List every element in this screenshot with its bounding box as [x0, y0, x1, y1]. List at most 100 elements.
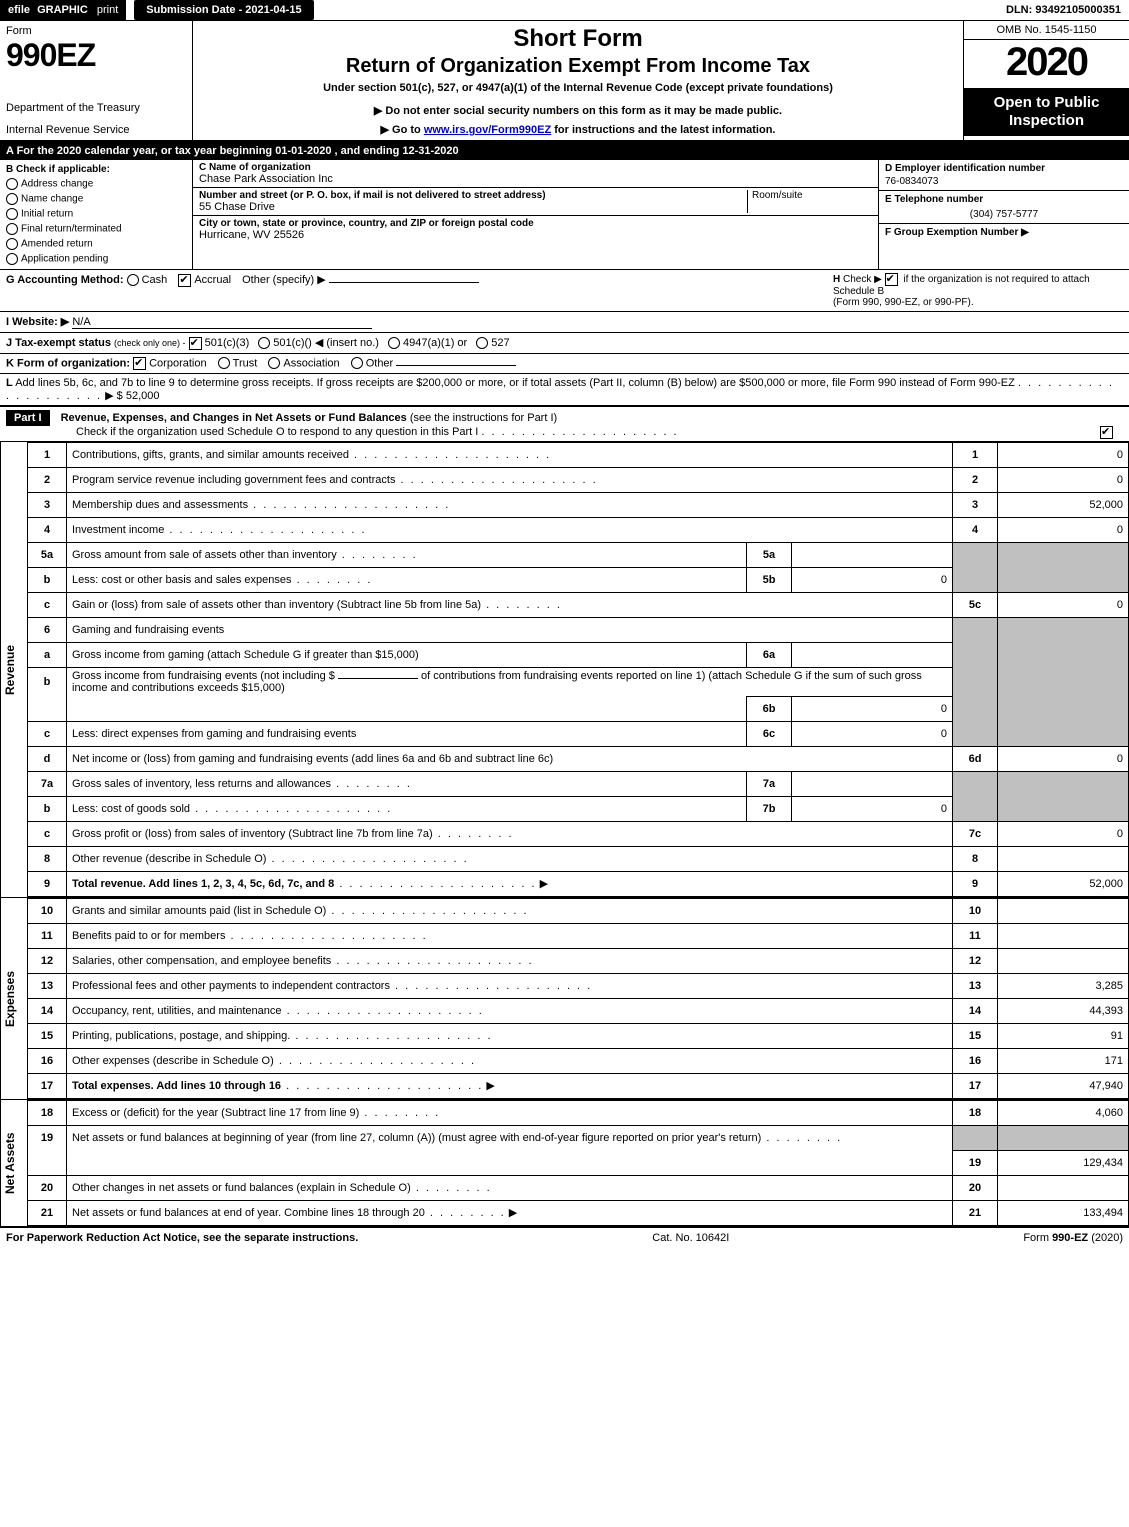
line-8: 8 Other revenue (describe in Schedule O)… — [28, 846, 1129, 871]
go-to-instructions: ▶ Go to www.irs.gov/Form990EZ for instru… — [205, 123, 951, 136]
header-left: Form 990EZ Department of the Treasury In… — [0, 21, 193, 140]
4947-radio[interactable] — [388, 337, 400, 349]
cash-radio[interactable] — [127, 274, 139, 286]
cat-no: Cat. No. 10642I — [652, 1232, 729, 1244]
section-i: I Website: ▶ N/A — [0, 312, 1129, 333]
efile-prefix: efile — [8, 4, 30, 16]
part-1-check-text: Check if the organization used Schedule … — [76, 426, 478, 438]
header-right: OMB No. 1545-1150 2020 Open to Public In… — [963, 21, 1129, 140]
line-9: 9 Total revenue. Add lines 1, 2, 3, 4, 5… — [28, 871, 1129, 896]
net-assets-section: Net Assets 18 Excess or (deficit) for th… — [0, 1100, 1129, 1228]
form-version: Form 990-EZ (2020) — [1023, 1232, 1123, 1244]
group-exemption-label: F Group Exemption Number ▶ — [885, 227, 1123, 238]
line-4: 4 Investment income 4 0 — [28, 517, 1129, 542]
print-label[interactable]: print — [97, 4, 118, 16]
dept-treasury: Department of the Treasury — [6, 102, 186, 114]
501c-radio[interactable] — [258, 337, 270, 349]
opt-address-change[interactable]: Address change — [6, 178, 186, 190]
schedule-b-checkbox[interactable] — [885, 273, 898, 286]
line-13: 13 Professional fees and other payments … — [28, 973, 1129, 998]
527-radio[interactable] — [476, 337, 488, 349]
net-assets-vertical-label: Net Assets — [0, 1100, 27, 1226]
phone-label: E Telephone number — [885, 194, 1123, 205]
501c-label-b: ) ◀ (insert no.) — [308, 337, 379, 349]
line-17: 17 Total expenses. Add lines 10 through … — [28, 1073, 1129, 1098]
tax-year: 2020 — [964, 40, 1129, 88]
irs-link[interactable]: www.irs.gov/Form990EZ — [424, 124, 551, 136]
ein-label: D Employer identification number — [885, 163, 1123, 174]
room-suite-label: Room/suite — [747, 190, 872, 213]
line-20: 20 Other changes in net assets or fund b… — [28, 1175, 1129, 1200]
line-18: 18 Excess or (deficit) for the year (Sub… — [28, 1100, 1129, 1125]
open-public-badge: Open to Public Inspection — [964, 88, 1129, 136]
corporation-label: Corporation — [149, 357, 206, 369]
association-label: Association — [283, 357, 339, 369]
part-1-header-row: Part I Revenue, Expenses, and Changes in… — [0, 407, 1129, 442]
city-label: City or town, state or province, country… — [199, 218, 872, 229]
no-ssn-notice: ▶ Do not enter social security numbers o… — [205, 104, 951, 117]
line-19-desc: 19 Net assets or fund balances at beginn… — [28, 1125, 1129, 1150]
tax-exempt-label: J Tax-exempt status — [6, 337, 111, 349]
expenses-table: 10 Grants and similar amounts paid (list… — [27, 898, 1129, 1099]
city-value: Hurricane, WV 25526 — [199, 229, 872, 241]
entity-info-grid: B Check if applicable: Address change Na… — [0, 160, 1129, 270]
section-d-e-f: D Employer identification number 76-0834… — [878, 160, 1129, 269]
line-7a: 7a Gross sales of inventory, less return… — [28, 771, 1129, 796]
part-1-subtitle: (see the instructions for Part I) — [410, 412, 557, 424]
section-j: J Tax-exempt status (check only one) - 5… — [0, 333, 1129, 354]
top-bar: efile GRAPHIC print Submission Date - 20… — [0, 0, 1129, 21]
opt-initial-return[interactable]: Initial return — [6, 208, 186, 220]
501c3-checkbox[interactable] — [189, 337, 202, 350]
line-6d: d Net income or (loss) from gaming and f… — [28, 746, 1129, 771]
under-section: Under section 501(c), 527, or 4947(a)(1)… — [205, 82, 951, 94]
expenses-vertical-label: Expenses — [0, 898, 27, 1099]
phone-value: (304) 757-5777 — [885, 209, 1123, 220]
opt-name-change[interactable]: Name change — [6, 193, 186, 205]
line-5a: 5a Gross amount from sale of assets othe… — [28, 542, 1129, 567]
other-org-radio[interactable] — [351, 357, 363, 369]
part-1-title: Revenue, Expenses, and Changes in Net As… — [61, 412, 407, 424]
line-1: 1 Contributions, gifts, grants, and simi… — [28, 442, 1129, 467]
form-label: Form — [6, 25, 186, 37]
revenue-table: 1 Contributions, gifts, grants, and simi… — [27, 442, 1129, 897]
section-b-letter: B — [6, 164, 13, 175]
trust-radio[interactable] — [218, 357, 230, 369]
website-value: N/A — [72, 316, 372, 329]
part-1-badge: Part I — [6, 410, 50, 426]
paperwork-notice: For Paperwork Reduction Act Notice, see … — [6, 1232, 358, 1244]
website-label: I Website: ▶ — [6, 316, 69, 328]
accrual-checkbox[interactable] — [178, 274, 191, 287]
opt-amended-return[interactable]: Amended return — [6, 238, 186, 250]
opt-application-pending[interactable]: Application pending — [6, 253, 186, 265]
line-12: 12 Salaries, other compensation, and emp… — [28, 948, 1129, 973]
net-assets-table: 18 Excess or (deficit) for the year (Sub… — [27, 1100, 1129, 1226]
form-header: Form 990EZ Department of the Treasury In… — [0, 21, 1129, 142]
page-footer: For Paperwork Reduction Act Notice, see … — [0, 1228, 1129, 1248]
gross-receipts-value: 52,000 — [126, 390, 160, 402]
line-5c: c Gain or (loss) from sale of assets oth… — [28, 592, 1129, 617]
ein-value: 76-0834073 — [885, 176, 1123, 187]
h-text3: (Form 990, 990-EZ, or 990-PF). — [833, 297, 974, 308]
opt-final-return[interactable]: Final return/terminated — [6, 223, 186, 235]
line-15: 15 Printing, publications, postage, and … — [28, 1023, 1129, 1048]
street-value: 55 Chase Drive — [199, 201, 747, 213]
line-19: 19 129,434 — [28, 1150, 1129, 1175]
section-b: B Check if applicable: Address change Na… — [0, 160, 193, 269]
form-org-label: K Form of organization: — [6, 357, 130, 369]
other-org-label: Other — [366, 357, 394, 369]
accrual-label: Accrual — [194, 274, 231, 286]
other-label: Other (specify) ▶ — [242, 274, 326, 286]
line-21: 21 Net assets or fund balances at end of… — [28, 1200, 1129, 1225]
efile-badge: efile GRAPHIC print — [0, 0, 126, 20]
header-center: Short Form Return of Organization Exempt… — [193, 21, 963, 140]
cash-label: Cash — [142, 274, 168, 286]
tax-year-bar: A For the 2020 calendar year, or tax yea… — [0, 142, 1129, 160]
form-number: 990EZ — [6, 37, 186, 74]
org-name-label: C Name of organization — [199, 162, 872, 173]
corporation-checkbox[interactable] — [133, 357, 146, 370]
schedule-o-checkbox[interactable] — [1100, 426, 1113, 439]
association-radio[interactable] — [268, 357, 280, 369]
omb-number: OMB No. 1545-1150 — [964, 21, 1129, 40]
line-14: 14 Occupancy, rent, utilities, and maint… — [28, 998, 1129, 1023]
line-2: 2 Program service revenue including gove… — [28, 467, 1129, 492]
